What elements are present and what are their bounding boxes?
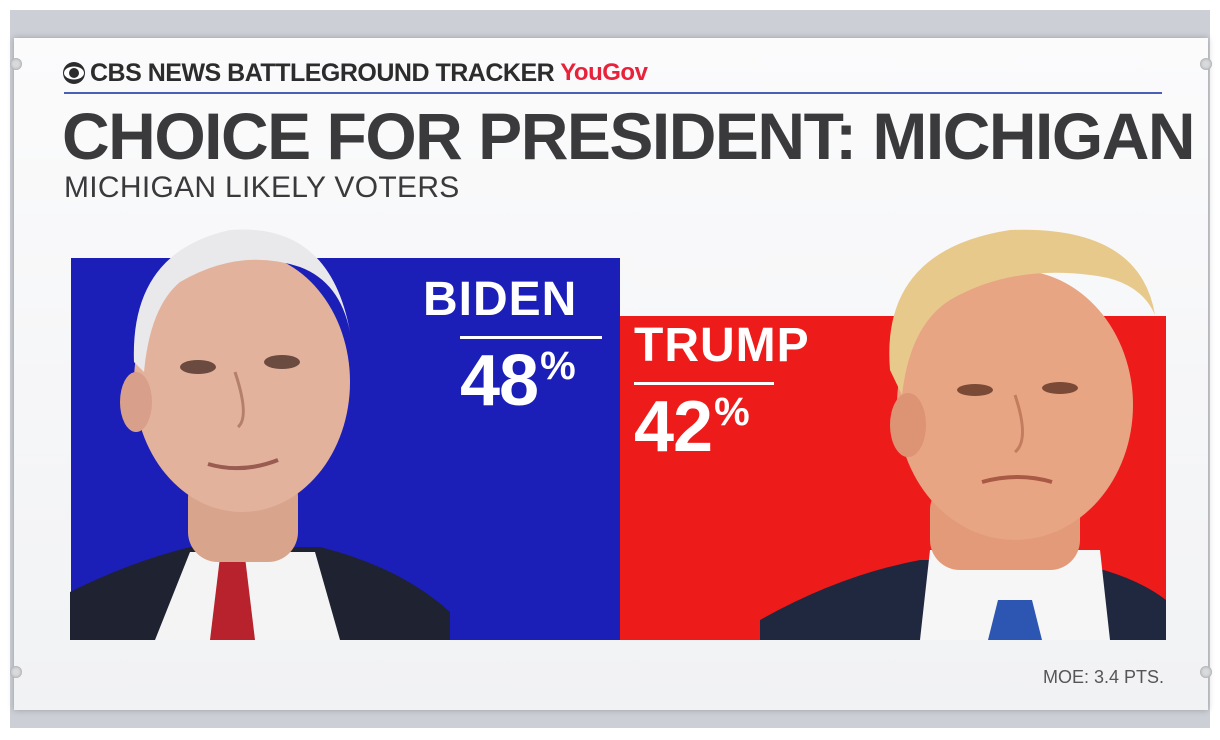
- partner-logo: YouGov: [560, 59, 648, 86]
- brand-bar: CBS NEWS BATTLEGROUND TRACKER YouGov: [62, 58, 648, 88]
- biden-portrait: [70, 229, 450, 640]
- label-underline: [634, 382, 774, 385]
- cbs-eye-icon: [63, 62, 85, 84]
- data-label-trump: 42%: [634, 387, 750, 467]
- bar-label-trump: TRUMP: [634, 319, 810, 372]
- pin-icon: [1200, 666, 1212, 678]
- bar-label-biden: BIDEN: [423, 273, 578, 326]
- data-label-biden: 48%: [460, 341, 576, 421]
- pin-icon: [10, 58, 22, 70]
- margin-of-error: MOE: 3.4 PTS.: [1042, 667, 1164, 687]
- header-divider: [64, 92, 1162, 94]
- pin-icon: [10, 666, 22, 678]
- trump-portrait: [760, 229, 1166, 640]
- page-subtitle: MICHIGAN LIKELY VOTERS: [64, 171, 460, 204]
- brand-title: CBS NEWS BATTLEGROUND TRACKER: [90, 58, 555, 87]
- label-underline: [460, 336, 602, 339]
- page-title: CHOICE FOR PRESIDENT: MICHIGAN: [62, 99, 1196, 173]
- pin-icon: [1200, 58, 1212, 70]
